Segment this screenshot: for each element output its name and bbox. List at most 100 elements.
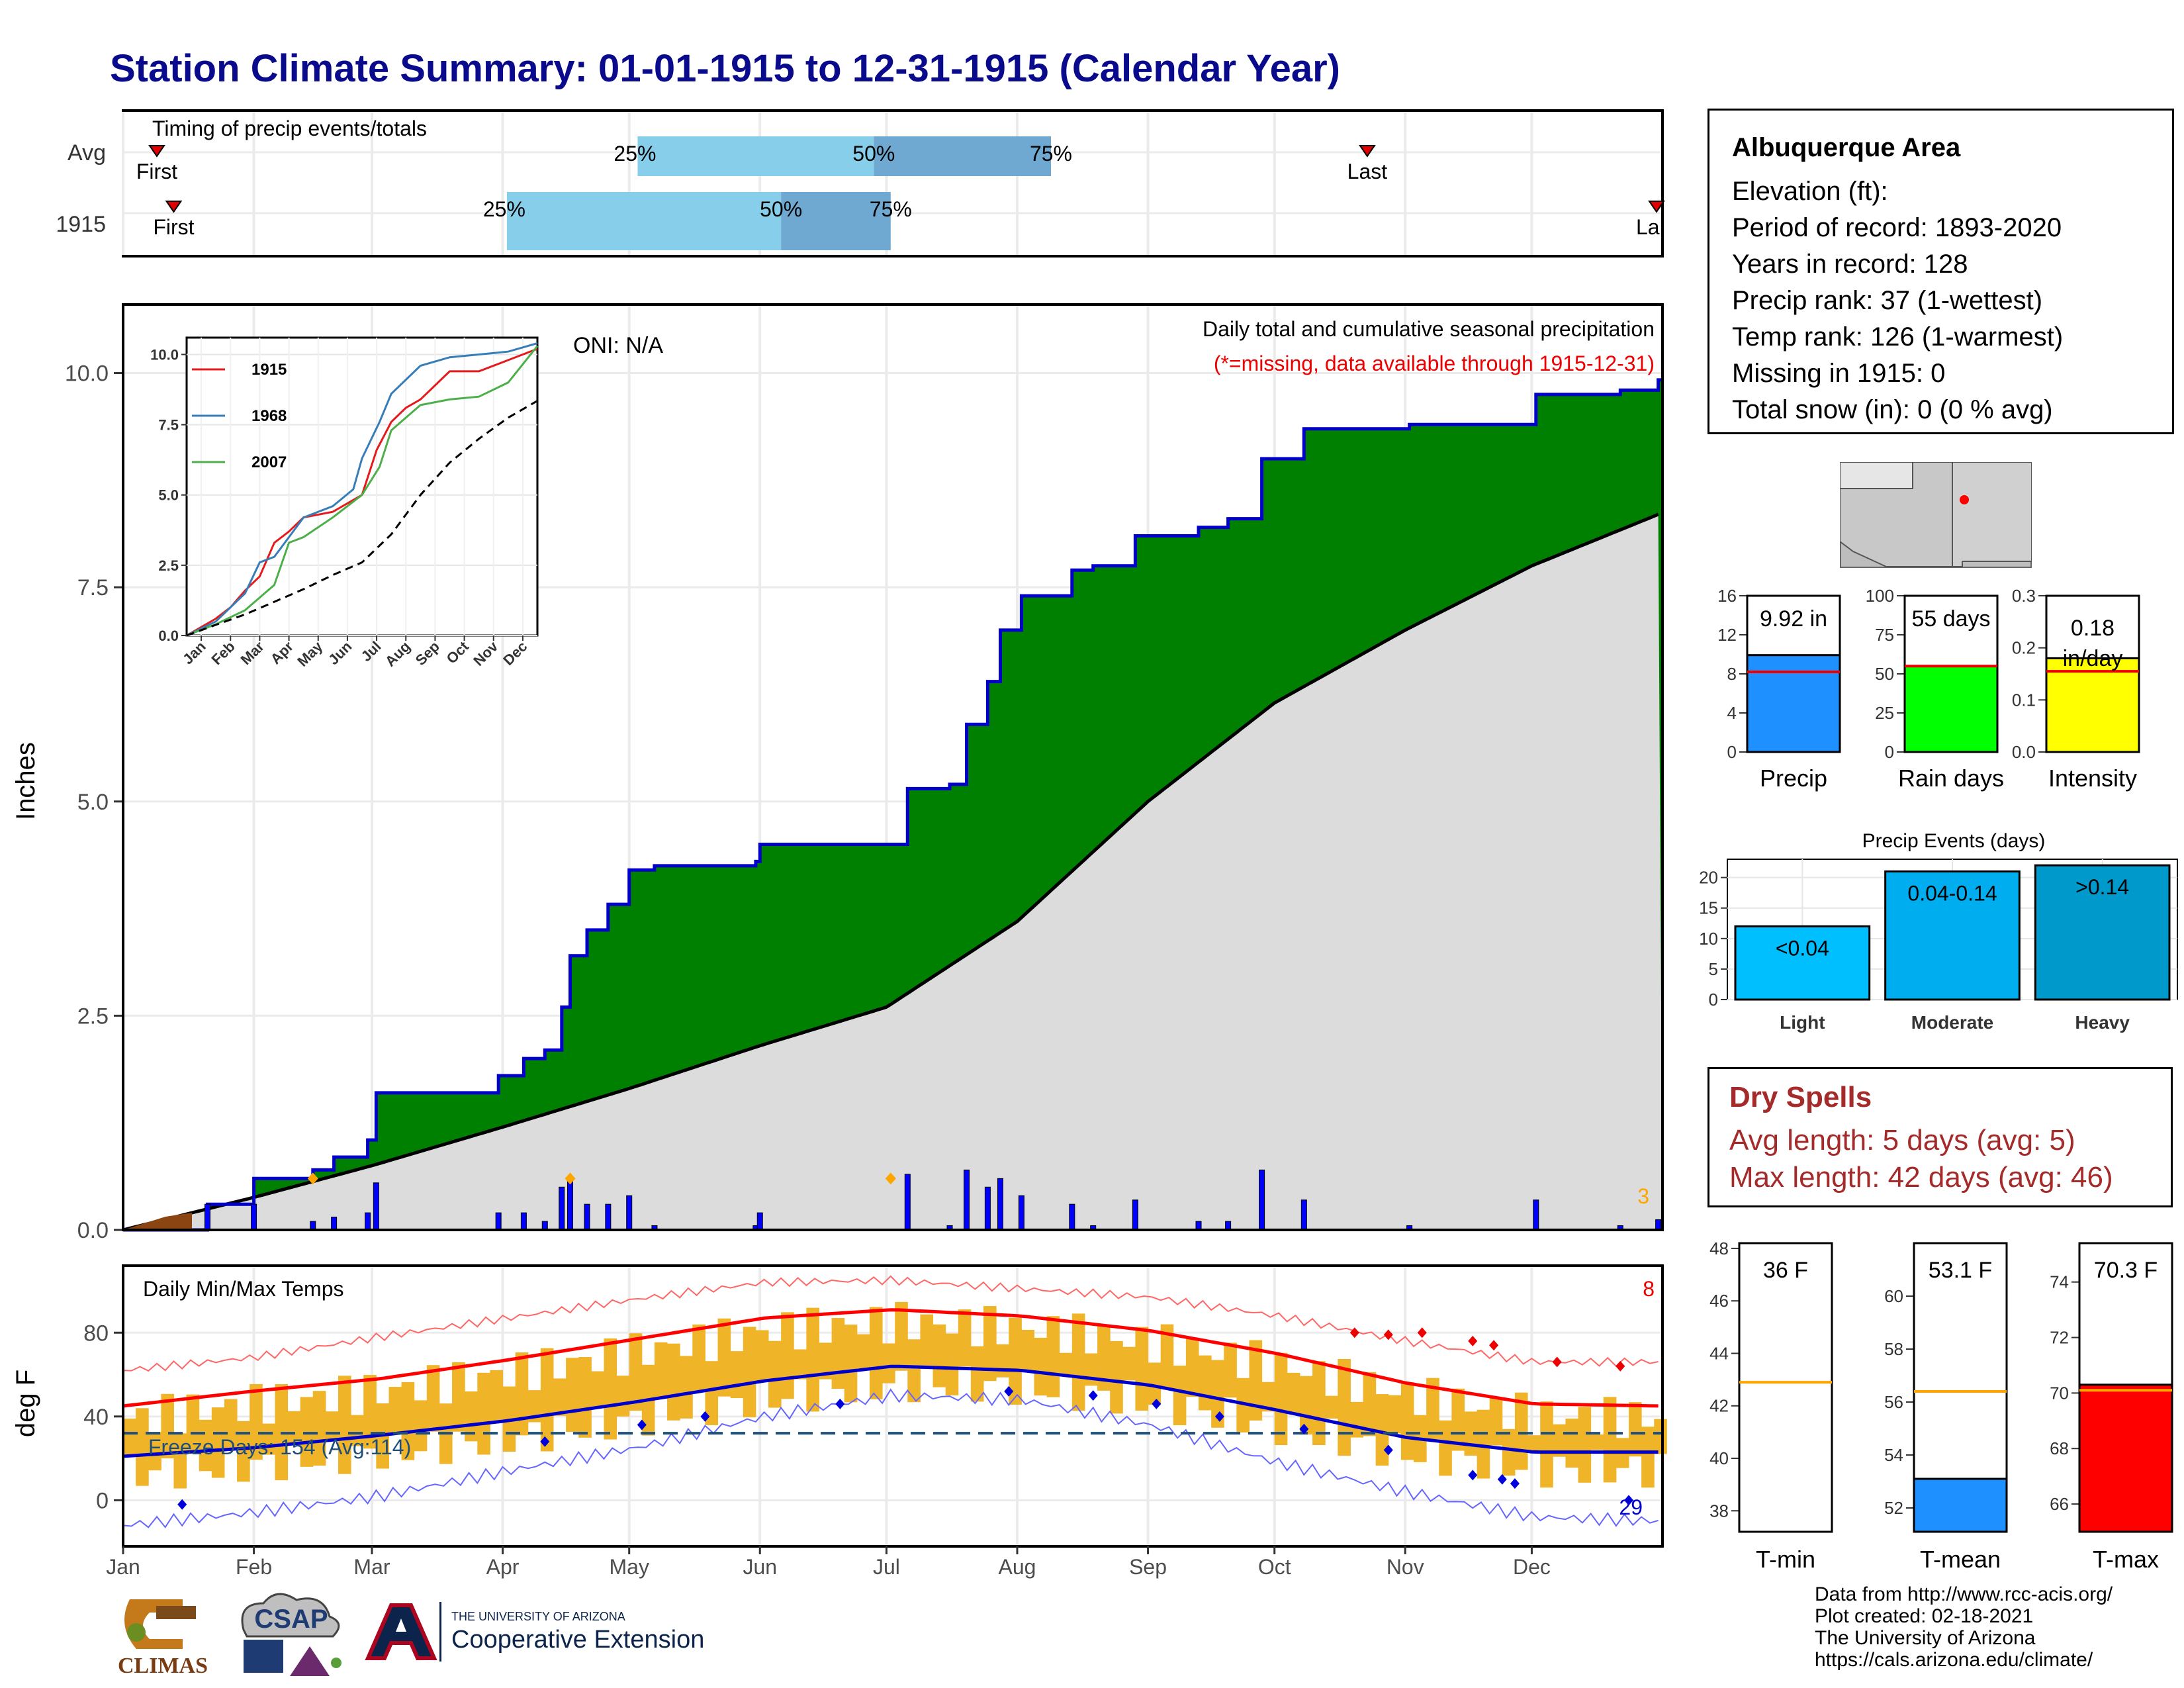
cold-record-marker <box>1004 1385 1014 1397</box>
stat-name-label: Precip <box>1760 765 1827 792</box>
daily-temp-bar <box>831 1318 845 1389</box>
inset-series-line-2007 <box>186 345 539 637</box>
temp-box-tick-label: 68 <box>2050 1438 2069 1458</box>
temp-box-tick-label: 60 <box>1884 1286 1903 1306</box>
record-max-line <box>122 1275 1659 1372</box>
daily-temp-bar <box>1325 1395 1338 1419</box>
temp-y-tick-label: 80 <box>83 1321 109 1346</box>
cumulative-precip-line <box>123 378 1662 1232</box>
station-marker <box>1960 495 1969 504</box>
month-label: May <box>609 1555 649 1579</box>
events-bar-Light <box>1734 925 1871 1001</box>
csap-logo: CSAP <box>230 1583 349 1683</box>
temp-box-frame <box>1738 1242 1833 1533</box>
daily-precip-bar <box>964 1169 970 1231</box>
timing-1915-p50-label: 50% <box>760 197 802 221</box>
cold-record-marker <box>1510 1478 1520 1489</box>
daily-precip-bar <box>365 1212 371 1231</box>
credit-url: https://cals.arizona.edu/climate/ <box>1815 1649 2093 1671</box>
temperature-chart: deg F 0 40 80 Daily Min/Max Temps Freeze D… <box>11 1264 1667 1579</box>
daily-temp-bar <box>667 1343 680 1421</box>
daily-precip-bar <box>584 1203 590 1231</box>
daily-temp-bar <box>553 1378 567 1416</box>
hot-record-marker <box>1468 1335 1478 1346</box>
cold-record-marker <box>1299 1423 1309 1434</box>
month-label: Dec <box>1513 1555 1551 1579</box>
stat-frame <box>2045 594 2140 753</box>
daily-temp-bar <box>414 1400 428 1452</box>
temp-y-tick-label: 0 <box>96 1488 109 1513</box>
climas-label: CLIMAS <box>117 1654 208 1678</box>
info-precip-rank: Precip rank: 37 (1-wettest) <box>1732 286 2043 315</box>
daily-temp-bar <box>123 1418 136 1454</box>
daily-temp-bar <box>148 1432 161 1471</box>
cold-record-marker <box>637 1419 647 1430</box>
daily-precip-bar <box>1259 1169 1265 1231</box>
daily-temp-bar <box>1173 1365 1187 1426</box>
daily-precip-bar <box>251 1203 257 1231</box>
daily-temp-bar <box>895 1301 908 1371</box>
cold-count: 29 <box>1619 1495 1643 1519</box>
cold-record-marker <box>1152 1398 1161 1409</box>
daily-precip-bar <box>1132 1199 1138 1231</box>
stat-tick-label: 0 <box>1727 742 1737 762</box>
stat-value-label: in/day <box>2063 646 2123 671</box>
cold-record-marker <box>700 1411 710 1422</box>
main-y-tick-label: 2.5 <box>77 1004 109 1029</box>
row-label-avg: Avg <box>68 140 106 165</box>
cold-record-marker <box>1497 1474 1507 1485</box>
timing-1915-first-label: First <box>153 215 194 239</box>
month-label: Nov <box>1387 1555 1424 1579</box>
daily-temp-bar <box>1299 1376 1313 1435</box>
daily-temp-bar <box>1439 1420 1452 1476</box>
events-bar-label: 0.04-0.14 <box>1907 881 1997 905</box>
daily-temp-bar <box>781 1312 794 1399</box>
timing-avg-first-label: First <box>136 160 177 183</box>
hot-record-marker <box>1489 1340 1499 1351</box>
main-frame <box>122 303 1664 1231</box>
credit-plot-date: Plot created: 02-18-2021 <box>1815 1605 2034 1627</box>
daily-temp-bar <box>680 1356 693 1419</box>
daily-temp-bar <box>1451 1388 1465 1451</box>
daily-temp-bar <box>515 1352 529 1436</box>
stat-tick-label: 0.3 <box>2012 586 2036 606</box>
daily-temp-bar <box>996 1344 1009 1378</box>
temp-box-tick-label: 74 <box>2050 1272 2069 1292</box>
daily-temp-bar <box>161 1393 174 1459</box>
stat-tick-label: 8 <box>1727 664 1737 684</box>
daily-precip-bar <box>331 1217 338 1231</box>
daily-temp-bar <box>1540 1401 1553 1488</box>
daily-temp-bar <box>1629 1402 1642 1457</box>
daily-temp-bar <box>958 1309 972 1367</box>
stat-tick-label: 75 <box>1875 625 1894 645</box>
inset-series-line-1915 <box>186 348 538 637</box>
inset-average-line <box>186 400 538 637</box>
info-years: Years in record: 128 <box>1732 250 1968 279</box>
inset-series-line-1968 <box>186 342 538 637</box>
inset-frame <box>185 336 539 637</box>
events-title: Precip Events (days) <box>1862 830 2046 852</box>
temp-box-tick-label: 70 <box>2050 1383 2069 1403</box>
temp-box-bar-T-mean <box>1913 1477 2008 1533</box>
hot-record-marker <box>1552 1356 1562 1368</box>
info-period: Period of record: 1893-2020 <box>1732 213 2062 242</box>
daily-precip-bar <box>567 1178 573 1231</box>
timing-avg-q50-q75-bar <box>874 136 1051 176</box>
daily-temp-bar <box>907 1339 921 1403</box>
month-label: Oct <box>1258 1555 1291 1579</box>
events-bar-label: <0.04 <box>1776 936 1829 960</box>
y-axis-title: Inches <box>11 742 40 820</box>
daily-temp-bar <box>920 1314 934 1369</box>
daily-temp-bar <box>1236 1378 1250 1432</box>
month-label: Jul <box>873 1555 900 1579</box>
daily-temp-bar <box>945 1333 959 1395</box>
cold-record-marker <box>835 1398 845 1409</box>
cold-record-marker <box>1088 1390 1098 1401</box>
daily-temp-bar <box>794 1349 807 1380</box>
row-label-year: 1915 <box>56 212 106 237</box>
temp-box-tick-label: 52 <box>1884 1498 1903 1518</box>
map-new-mexico <box>1952 462 2032 567</box>
daily-temp-bar <box>806 1307 819 1412</box>
daily-temp-bar <box>540 1348 554 1452</box>
daily-precip-bar <box>626 1195 633 1231</box>
